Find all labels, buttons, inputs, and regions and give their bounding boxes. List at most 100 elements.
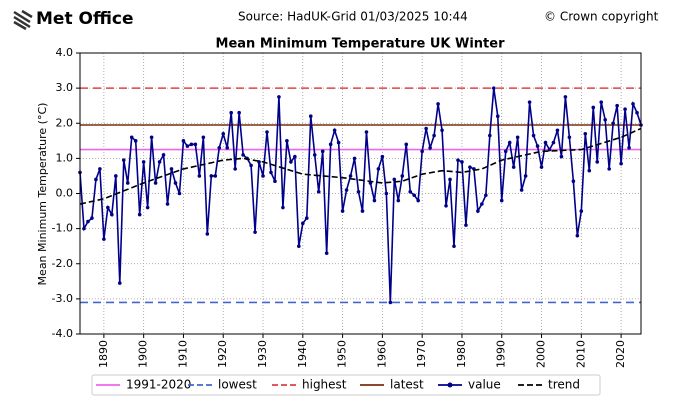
y-tick-label: -3.0 xyxy=(52,292,73,305)
value-marker xyxy=(567,135,572,140)
legend-label: highest xyxy=(302,378,347,392)
value-marker xyxy=(281,205,285,210)
value-marker xyxy=(185,144,190,148)
value-marker xyxy=(543,140,548,145)
value-marker xyxy=(404,142,409,147)
value-marker xyxy=(376,167,381,171)
value-marker xyxy=(539,165,544,169)
x-tick-label: 1980 xyxy=(455,340,468,368)
value-marker xyxy=(348,174,353,178)
value-marker xyxy=(273,179,277,184)
value-marker xyxy=(336,140,341,145)
value-marker xyxy=(607,167,611,171)
x-tick-label: 1990 xyxy=(495,340,508,368)
value-marker xyxy=(507,140,512,145)
value-marker xyxy=(559,154,564,159)
value-marker xyxy=(125,181,130,185)
value-marker xyxy=(205,232,210,236)
value-marker xyxy=(233,167,237,171)
value-marker xyxy=(137,212,142,217)
value-marker xyxy=(448,177,452,182)
value-marker xyxy=(495,114,500,119)
value-marker xyxy=(114,174,118,178)
value-marker xyxy=(110,212,114,217)
value-marker xyxy=(396,198,401,203)
value-marker xyxy=(356,189,361,194)
value-marker xyxy=(129,135,134,140)
trend-line xyxy=(79,127,642,205)
value-marker xyxy=(117,281,122,285)
value-marker xyxy=(384,191,389,196)
source: Source: HadUK-Grid 01/03/2025 10:44 xyxy=(238,10,468,24)
legend-marker xyxy=(447,382,453,388)
value-marker xyxy=(555,128,560,133)
value-marker xyxy=(213,174,218,178)
value-marker xyxy=(364,130,369,134)
value-marker xyxy=(432,133,436,138)
copyright: © Crown copyright xyxy=(544,10,659,24)
value-marker xyxy=(249,163,253,168)
value-marker xyxy=(225,146,230,150)
logo-icon xyxy=(13,9,33,31)
value-marker xyxy=(611,121,615,126)
value-marker xyxy=(571,179,576,184)
value-marker xyxy=(340,209,345,213)
value-marker xyxy=(324,251,329,256)
value-marker xyxy=(285,139,289,143)
x-tick-label: 1950 xyxy=(336,340,349,368)
value-marker xyxy=(420,149,424,154)
logo-text: Met Office xyxy=(36,9,134,29)
value-marker xyxy=(177,191,182,196)
value-marker xyxy=(277,95,281,99)
value-marker xyxy=(575,233,580,238)
value-marker xyxy=(635,110,639,115)
x-tick-label: 1910 xyxy=(176,340,189,368)
value-line xyxy=(79,88,642,303)
value-marker xyxy=(265,130,269,134)
value-marker xyxy=(332,128,337,133)
value-marker xyxy=(193,142,198,147)
value-marker xyxy=(468,165,472,169)
value-marker xyxy=(595,160,600,164)
value-marker xyxy=(297,244,301,248)
legend-label: value xyxy=(468,378,501,392)
legend-label: lowest xyxy=(218,378,257,392)
value-marker xyxy=(209,174,214,178)
value-marker xyxy=(503,149,508,154)
value-marker xyxy=(591,105,596,110)
value-marker xyxy=(456,158,460,162)
value-marker xyxy=(86,219,90,224)
value-marker xyxy=(221,131,226,136)
y-tick-label: 0.0 xyxy=(56,187,74,200)
value-marker xyxy=(253,230,257,234)
y-tick-label: 2.0 xyxy=(56,116,74,129)
value-marker xyxy=(189,142,194,147)
x-tick-label: 1940 xyxy=(296,340,309,368)
value-marker xyxy=(301,221,305,226)
value-marker xyxy=(424,126,428,131)
value-marker xyxy=(583,131,588,136)
value-marker xyxy=(416,198,420,203)
x-tick-label: 1960 xyxy=(375,340,388,368)
value-marker xyxy=(464,223,468,227)
value-marker xyxy=(400,174,405,178)
value-marker xyxy=(360,209,365,213)
value-marker xyxy=(320,149,325,154)
value-marker xyxy=(392,177,397,182)
value-marker xyxy=(523,174,528,178)
value-marker xyxy=(308,114,313,119)
value-marker xyxy=(488,133,492,138)
value-marker xyxy=(388,300,393,305)
value-marker xyxy=(121,158,126,162)
value-marker xyxy=(627,146,631,150)
x-tick-label: 2020 xyxy=(614,340,627,368)
legend-label: trend xyxy=(548,378,580,392)
x-tick-label: 1930 xyxy=(256,340,269,368)
legend-box xyxy=(91,374,601,396)
value-marker xyxy=(352,156,357,161)
value-marker xyxy=(535,144,540,148)
x-tick-label: 1890 xyxy=(97,340,110,368)
value-marker xyxy=(444,203,448,208)
value-marker xyxy=(293,154,297,159)
